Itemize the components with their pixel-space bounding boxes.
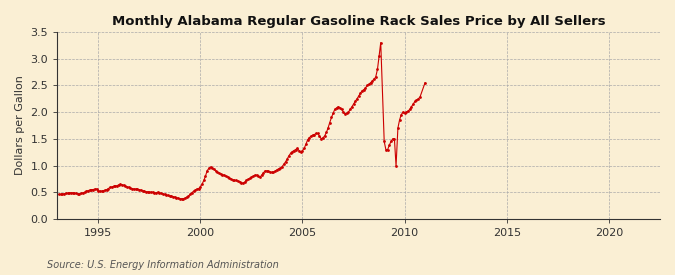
Text: Source: U.S. Energy Information Administration: Source: U.S. Energy Information Administ… xyxy=(47,260,279,270)
Title: Monthly Alabama Regular Gasoline Rack Sales Price by All Sellers: Monthly Alabama Regular Gasoline Rack Sa… xyxy=(112,15,605,28)
Y-axis label: Dollars per Gallon: Dollars per Gallon xyxy=(15,76,25,175)
